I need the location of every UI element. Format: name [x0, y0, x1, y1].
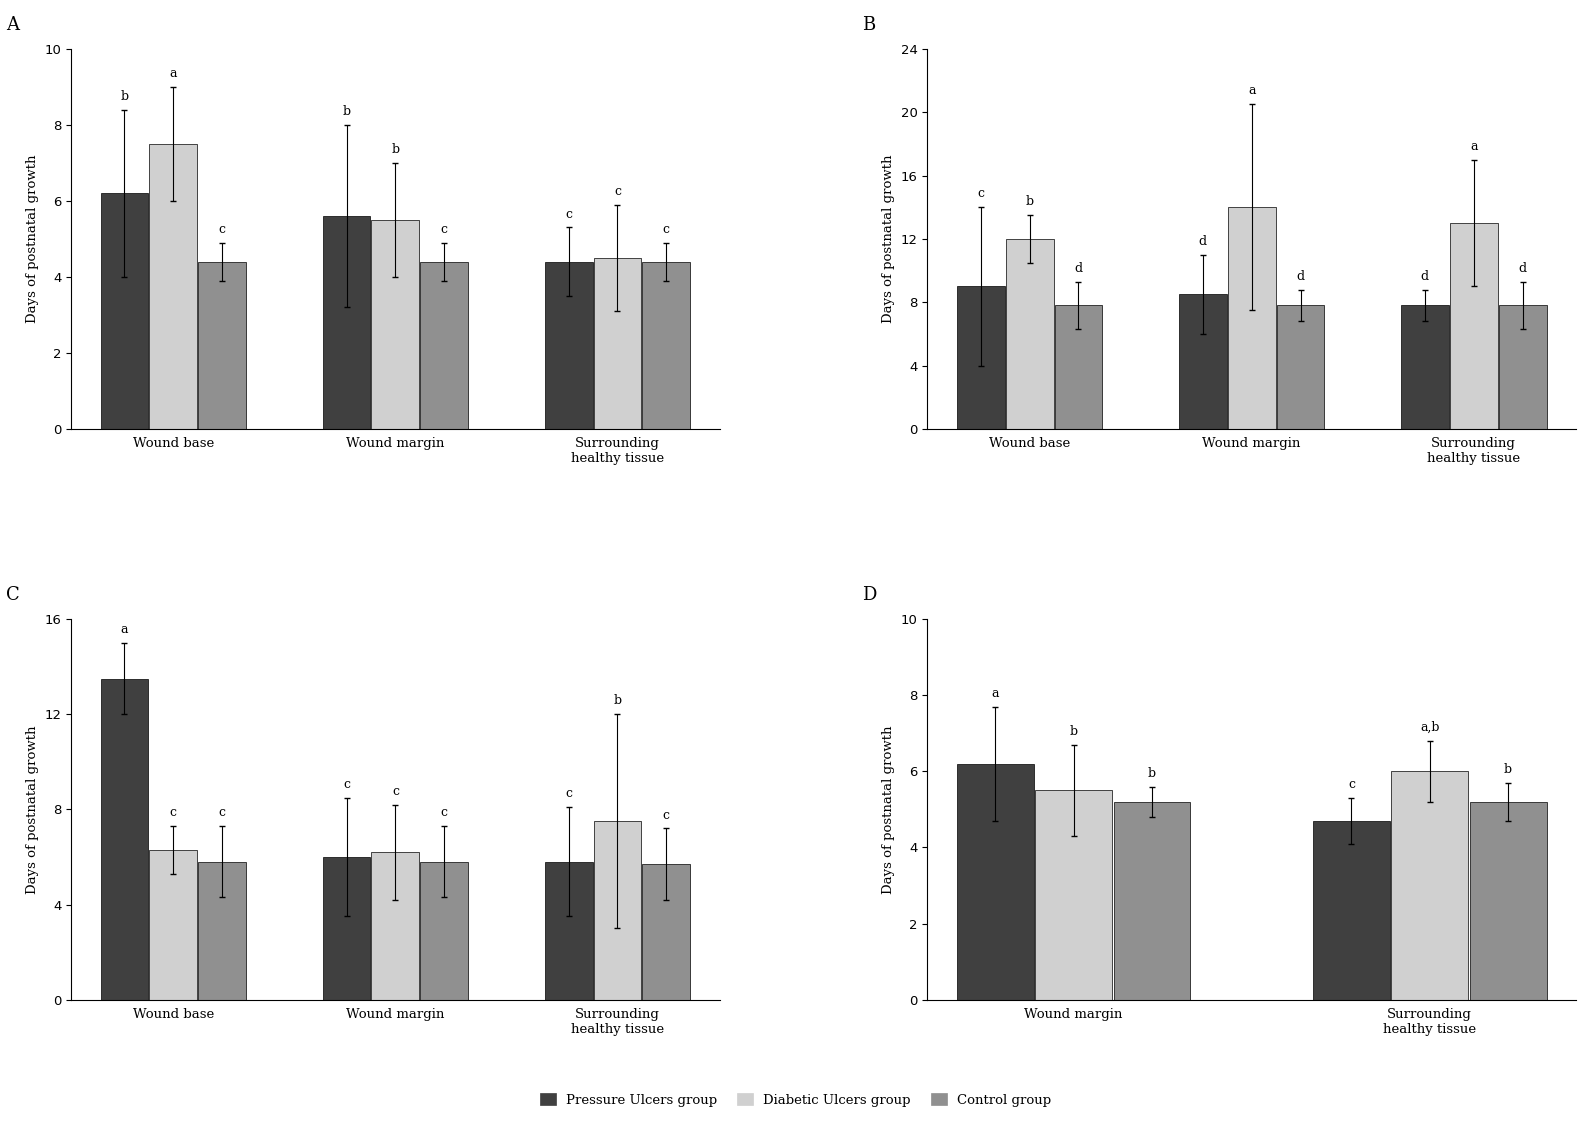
- Bar: [1006, 239, 1053, 429]
- Text: b: b: [1503, 763, 1511, 776]
- Bar: [643, 262, 690, 429]
- Text: C: C: [6, 586, 21, 604]
- Y-axis label: Days of postnatal growth: Days of postnatal growth: [881, 725, 896, 894]
- Bar: [150, 144, 197, 429]
- Bar: [643, 864, 690, 999]
- Text: c: c: [441, 223, 447, 236]
- Bar: [1055, 306, 1103, 429]
- Text: c: c: [565, 787, 573, 800]
- Bar: [371, 852, 420, 999]
- Text: c: c: [977, 188, 985, 200]
- Text: B: B: [862, 16, 875, 34]
- Text: d: d: [1198, 235, 1208, 248]
- Text: d: d: [1421, 270, 1429, 283]
- Bar: [1276, 306, 1324, 429]
- Bar: [956, 764, 1034, 999]
- Text: a: a: [991, 687, 999, 700]
- Bar: [199, 262, 247, 429]
- Text: b: b: [614, 695, 622, 707]
- Text: a,b: a,b: [1421, 722, 1440, 734]
- Bar: [593, 822, 641, 999]
- Text: c: c: [1348, 778, 1356, 791]
- Bar: [420, 262, 468, 429]
- Bar: [1392, 771, 1468, 999]
- Text: c: c: [441, 806, 447, 819]
- Bar: [323, 856, 371, 999]
- Bar: [593, 257, 641, 429]
- Bar: [1114, 801, 1190, 999]
- Text: d: d: [1518, 262, 1527, 275]
- Bar: [1402, 306, 1449, 429]
- Text: c: c: [565, 208, 573, 220]
- Text: A: A: [6, 16, 19, 34]
- Text: a: a: [1470, 139, 1478, 153]
- Y-axis label: Days of postnatal growth: Days of postnatal growth: [881, 155, 896, 324]
- Bar: [544, 862, 592, 999]
- Bar: [1036, 790, 1112, 999]
- Bar: [371, 220, 420, 429]
- Text: c: c: [344, 778, 350, 790]
- Text: c: c: [170, 806, 177, 819]
- Bar: [1499, 306, 1546, 429]
- Text: D: D: [862, 586, 877, 604]
- Bar: [323, 216, 371, 429]
- Text: c: c: [614, 184, 620, 198]
- Text: a: a: [1247, 84, 1255, 98]
- Text: b: b: [342, 105, 350, 118]
- Bar: [1313, 821, 1391, 999]
- Bar: [1470, 801, 1546, 999]
- Text: b: b: [391, 143, 399, 156]
- Text: a: a: [121, 623, 129, 636]
- Text: d: d: [1074, 262, 1082, 275]
- Bar: [420, 862, 468, 999]
- Bar: [544, 262, 592, 429]
- Bar: [100, 193, 148, 429]
- Text: c: c: [218, 223, 226, 236]
- Legend: Pressure Ulcers group, Diabetic Ulcers group, Control group: Pressure Ulcers group, Diabetic Ulcers g…: [535, 1088, 1056, 1112]
- Y-axis label: Days of postnatal growth: Days of postnatal growth: [25, 155, 38, 324]
- Bar: [1228, 207, 1276, 429]
- Text: c: c: [663, 808, 670, 822]
- Text: c: c: [218, 806, 226, 819]
- Text: c: c: [391, 785, 399, 798]
- Bar: [100, 679, 148, 999]
- Text: b: b: [121, 90, 129, 102]
- Text: b: b: [1026, 196, 1034, 208]
- Bar: [1179, 294, 1227, 429]
- Bar: [150, 850, 197, 999]
- Text: d: d: [1297, 270, 1305, 283]
- Text: b: b: [1069, 725, 1077, 738]
- Text: a: a: [170, 67, 177, 80]
- Bar: [199, 862, 247, 999]
- Text: b: b: [1147, 767, 1157, 780]
- Text: c: c: [663, 223, 670, 236]
- Bar: [1449, 223, 1497, 429]
- Y-axis label: Days of postnatal growth: Days of postnatal growth: [25, 725, 38, 894]
- Bar: [956, 287, 1004, 429]
